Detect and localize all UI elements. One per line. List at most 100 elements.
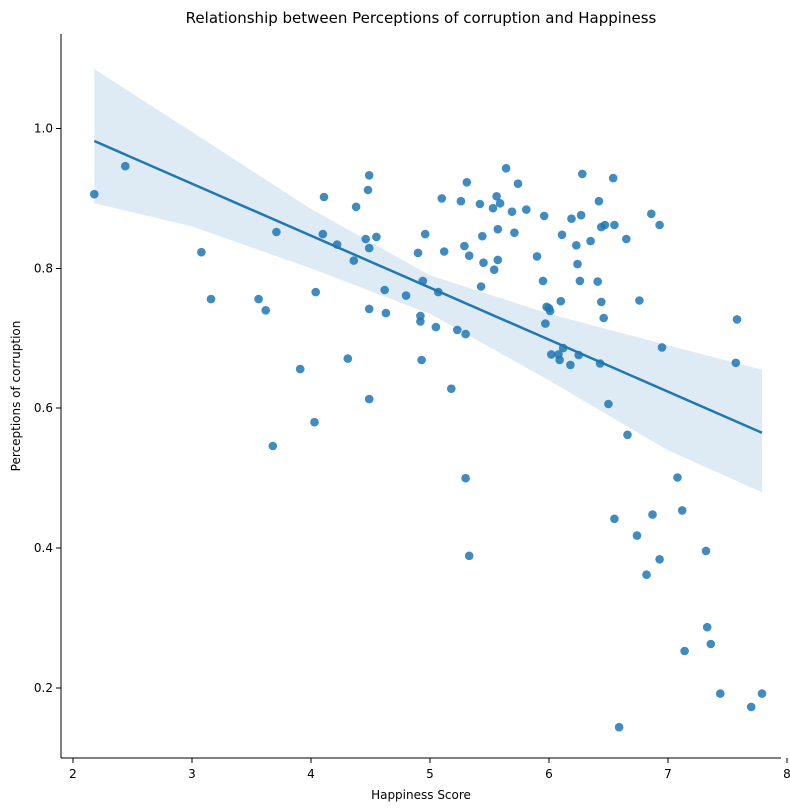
data-point	[364, 304, 374, 314]
data-point	[538, 276, 548, 286]
x-tick-label: 2	[69, 767, 77, 781]
confidence-band	[94, 69, 763, 493]
data-point	[731, 358, 741, 368]
data-point	[418, 276, 428, 286]
data-point	[635, 296, 644, 305]
data-point	[439, 247, 449, 256]
data-point	[541, 319, 550, 328]
data-point	[522, 205, 531, 214]
data-point	[381, 308, 391, 318]
data-point	[532, 252, 542, 261]
data-point	[413, 248, 423, 258]
data-point	[254, 294, 263, 304]
data-point	[680, 646, 689, 656]
data-point	[319, 192, 329, 202]
data-point	[476, 282, 486, 291]
data-point	[507, 207, 517, 216]
data-point	[461, 473, 470, 483]
data-point	[492, 192, 501, 201]
data-point	[545, 306, 555, 316]
x-tick-label: 7	[664, 767, 672, 781]
y-tick-label: 0.2	[34, 681, 53, 695]
y-tick-label: 1.0	[34, 121, 53, 135]
data-point	[716, 689, 725, 698]
data-point	[567, 214, 576, 223]
data-point	[593, 277, 602, 286]
data-point	[295, 364, 305, 374]
data-point	[604, 399, 613, 409]
data-point	[447, 384, 456, 394]
y-tick-label: 0.4	[34, 541, 53, 555]
data-point	[197, 247, 206, 257]
data-point	[557, 230, 567, 240]
data-point	[453, 325, 462, 335]
confidence-band-layer	[94, 69, 763, 493]
data-points-layer	[90, 161, 767, 732]
data-point	[586, 236, 595, 246]
y-axis-label: Perceptions of corruption	[9, 321, 23, 472]
data-point	[701, 546, 711, 556]
data-point	[318, 229, 328, 239]
data-point	[434, 287, 443, 297]
data-point	[90, 189, 99, 199]
data-point	[488, 203, 498, 213]
data-point	[464, 551, 474, 561]
data-point	[513, 179, 523, 188]
data-point	[623, 430, 632, 440]
x-axis-ticks: 2 3 4 5 6 7 8	[69, 758, 790, 781]
data-point	[614, 722, 624, 732]
data-point	[420, 229, 430, 239]
data-point	[478, 231, 487, 241]
regression-line-layer	[93, 139, 763, 434]
data-point	[493, 255, 503, 265]
data-point	[597, 297, 606, 307]
data-point	[456, 196, 466, 206]
data-point	[556, 296, 566, 306]
data-point	[572, 241, 581, 250]
data-point	[272, 227, 281, 237]
x-tick-label: 5	[426, 767, 434, 781]
data-point	[574, 350, 583, 360]
data-point	[364, 394, 374, 404]
x-tick-label: 3	[188, 767, 196, 781]
data-point	[343, 354, 353, 363]
data-point	[547, 350, 556, 359]
data-point	[573, 259, 582, 269]
data-point	[642, 570, 651, 579]
data-point	[332, 240, 342, 249]
data-point	[655, 220, 664, 230]
data-point	[575, 276, 585, 286]
x-tick-label: 6	[545, 767, 553, 781]
data-point	[206, 294, 216, 304]
data-point	[510, 228, 519, 237]
data-point	[363, 185, 373, 195]
data-point	[702, 622, 712, 632]
data-point	[648, 510, 657, 519]
data-point	[489, 265, 499, 275]
data-point	[647, 209, 656, 219]
y-axis-ticks: 0.2 0.4 0.6 0.8 1.0	[34, 121, 61, 695]
data-point	[437, 194, 447, 203]
data-point	[677, 506, 687, 515]
data-point	[121, 161, 130, 171]
data-point	[401, 291, 411, 300]
data-point	[417, 355, 426, 365]
data-point	[578, 169, 587, 179]
y-tick-label: 0.6	[34, 401, 53, 415]
data-point	[594, 196, 604, 206]
data-point	[364, 243, 374, 253]
data-point	[461, 329, 470, 339]
data-point	[610, 514, 619, 524]
data-point	[501, 164, 511, 173]
data-point	[576, 210, 586, 220]
data-point	[558, 343, 568, 353]
data-point	[632, 531, 642, 540]
data-point	[380, 285, 390, 295]
data-point	[595, 359, 605, 368]
data-point	[493, 224, 503, 234]
data-point	[479, 258, 488, 268]
x-tick-label: 8	[783, 767, 790, 781]
data-point	[261, 306, 271, 315]
data-point	[349, 256, 359, 265]
